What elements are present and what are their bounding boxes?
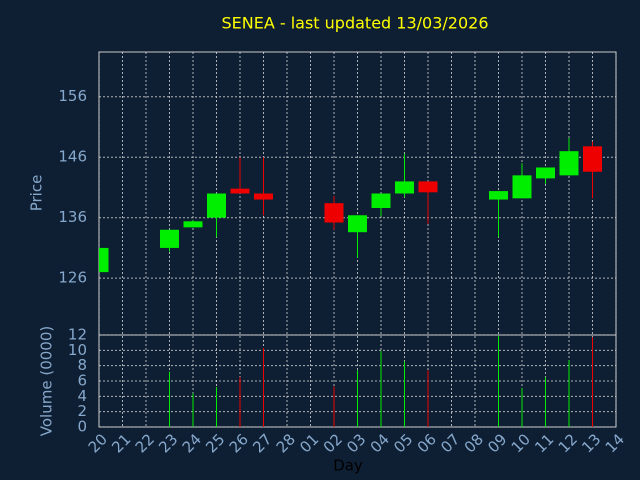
y-tick-label: 136 xyxy=(58,208,87,226)
volume-tick-label: 12 xyxy=(68,326,87,344)
candle-body xyxy=(371,193,391,209)
candle-body xyxy=(512,175,532,199)
chart-title: SENEA - last updated 13/03/2026 xyxy=(221,14,488,33)
candle-body xyxy=(583,146,602,172)
volume-tick-label: 0 xyxy=(77,418,87,436)
candle-body xyxy=(536,167,555,179)
volume-tick-label: 4 xyxy=(77,387,87,405)
candle-body xyxy=(207,193,226,218)
candle-body xyxy=(489,191,508,200)
candle-body xyxy=(395,181,414,194)
volume-tick-label: 6 xyxy=(77,372,87,390)
candle-body xyxy=(418,181,438,193)
candle-body xyxy=(160,229,179,248)
y-tick-label: 126 xyxy=(58,269,87,287)
y-tick-label: 156 xyxy=(58,87,87,105)
y-axis-label: Price xyxy=(28,175,46,212)
grid xyxy=(98,52,617,428)
candle-body xyxy=(324,203,344,223)
volume-tick-label: 10 xyxy=(68,341,87,359)
candle-body xyxy=(559,151,579,176)
volume-tick-label: 8 xyxy=(77,356,87,374)
candle-body xyxy=(254,193,273,200)
marks xyxy=(99,137,602,427)
volume-axis-label: Volume (0000) xyxy=(38,326,56,436)
x-axis-label: Day xyxy=(333,457,363,475)
candle-body xyxy=(348,215,367,233)
y-tick-label: 146 xyxy=(58,148,87,166)
candle-body xyxy=(230,188,250,194)
candle-body xyxy=(183,221,203,228)
volume-tick-label: 2 xyxy=(77,402,87,420)
candle-body xyxy=(99,247,109,273)
